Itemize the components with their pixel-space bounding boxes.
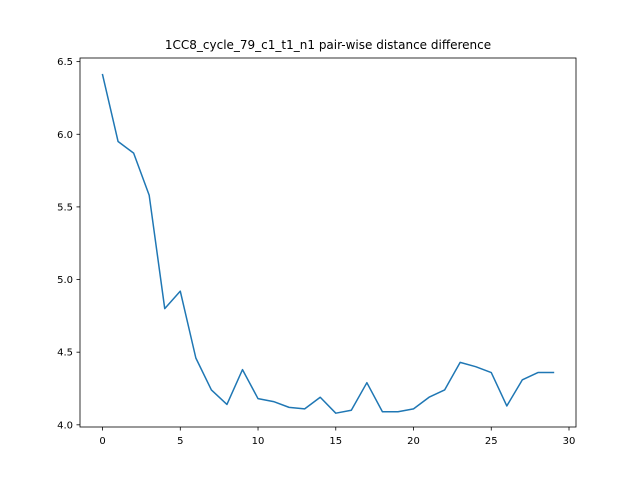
series-line-0: [101, 73, 555, 414]
y-tick-label: 5.5: [57, 202, 73, 213]
x-tick-label: 20: [407, 436, 420, 447]
y-tick-label: 4.5: [57, 348, 73, 359]
x-tick-label: 5: [177, 436, 183, 447]
y-tick-label: 6.0: [57, 130, 73, 141]
y-tick-label: 6.5: [57, 57, 73, 68]
chart-title: 1CC8_cycle_79_c1_t1_n1 pair-wise distanc…: [165, 38, 491, 52]
y-tick-label: 5.0: [57, 275, 73, 286]
x-tick-label: 30: [563, 436, 576, 447]
x-tick-label: 15: [329, 436, 342, 447]
plot-area: 0 5 10 15 20 25 30 4.0 4.5 5.0 5.5 6.0 6.5: [57, 57, 577, 447]
y-tick-label: 4.0: [57, 420, 73, 431]
x-tick-label: 25: [485, 436, 498, 447]
axes-frame: [79, 57, 577, 428]
x-tick-label: 10: [252, 436, 265, 447]
x-tick-label: 0: [99, 436, 105, 447]
